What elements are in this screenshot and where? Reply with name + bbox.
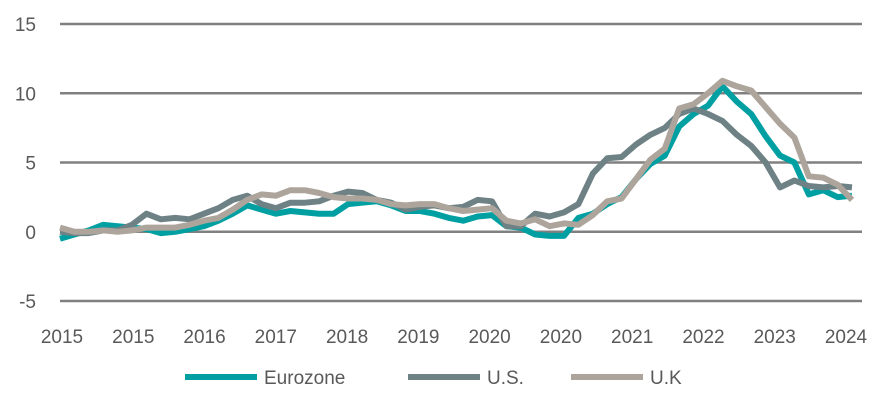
x-tick-label: 2024: [825, 327, 868, 348]
x-tick-label: 2023: [754, 327, 796, 348]
x-tick-label: 2020: [540, 327, 582, 348]
x-tick-label: 2019: [397, 327, 439, 348]
x-tick-label: 2020: [468, 327, 510, 348]
legend-label: Eurozone: [264, 368, 345, 389]
x-axis-tick-labels: 2015 2015 2016 2017 2018 2019 2020 2020 2021 2022…: [41, 327, 868, 348]
y-tick-label: 10: [15, 84, 36, 105]
gridlines: [60, 22, 862, 303]
y-tick-label: 15: [15, 15, 36, 36]
series-line-us: [59, 105, 853, 237]
x-tick-label: 2017: [255, 327, 297, 348]
y-tick-label: -5: [19, 292, 36, 313]
x-tick-label: 2015: [112, 327, 154, 348]
series-lines: [59, 77, 855, 242]
x-tick-label: 2022: [682, 327, 724, 348]
y-tick-label: 5: [25, 154, 36, 175]
y-tick-label: 0: [25, 223, 36, 244]
legend-label: U.K: [650, 368, 682, 389]
x-tick-label: 2021: [611, 327, 653, 348]
x-tick-label: 2016: [183, 327, 225, 348]
x-tick-label: 2018: [326, 327, 368, 348]
y-axis-tick-labels: 15 10 5 0 -5: [15, 15, 36, 313]
x-tick-label: 2015: [41, 327, 83, 348]
legend-label: U.S.: [487, 368, 524, 389]
series-line-uk: [59, 77, 855, 235]
series-line-eurozone: [59, 83, 853, 242]
legend: Eurozone U.S. U.K: [185, 368, 682, 389]
